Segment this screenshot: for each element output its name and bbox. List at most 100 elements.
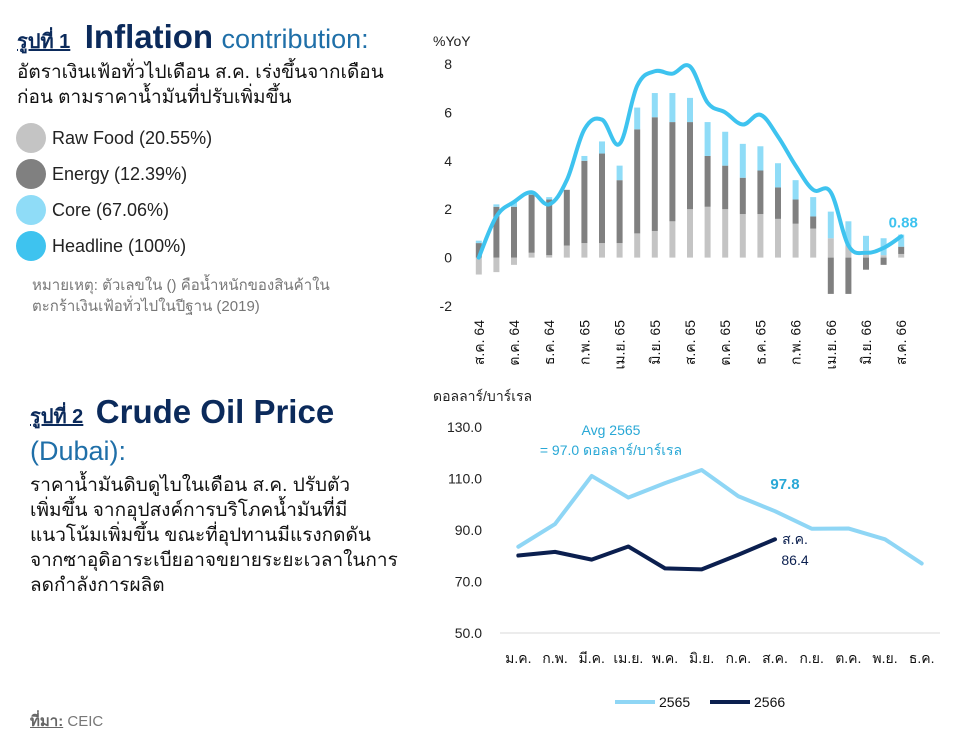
figure1-description-line: อัตราเงินเฟ้อทั่วไปเดือน ส.ค. เร่งขึ้นจา… [17, 62, 384, 83]
bar-segment [475, 243, 482, 258]
note-line: หมายเหตุ: ตัวเลขใน () คือน้ำหนักของสินค้… [32, 277, 330, 294]
y-tick-label: -2 [440, 298, 453, 314]
y-tick-label: 6 [444, 104, 452, 120]
x-tick-label: พ.ค. [652, 650, 678, 666]
legend-label: Raw Food (20.55%) [52, 127, 213, 148]
x-tick-label: พ.ย. [872, 650, 897, 666]
bar-segment [634, 233, 641, 258]
bar-segment [669, 93, 676, 123]
bar-segment [546, 197, 553, 200]
x-tick-label: ต.ค. [835, 650, 861, 666]
bar-segment [669, 122, 676, 222]
bar-segment [898, 246, 905, 254]
x-tick-label: ธ.ค. [909, 650, 935, 666]
figure1-number: รูปที่ 1 [17, 31, 71, 53]
bar-segment [581, 155, 588, 161]
bar-segment [563, 245, 570, 258]
figure1-subtitle: contribution: [221, 24, 369, 54]
bar-segment [880, 255, 887, 258]
x-tick-label: มิ.ย. 66 [858, 320, 874, 365]
series-2566-label: 86.4 [781, 552, 808, 568]
figure1-title: Inflation [84, 18, 214, 55]
bar-segment [898, 234, 905, 247]
x-tick-label: ส.ค. 66 [893, 320, 909, 365]
x-tick-label: มิ.ย. 65 [647, 320, 663, 365]
legend-item-headline: Headline (100%) [16, 228, 212, 264]
bar-segment [845, 221, 852, 246]
figure2-title: Crude Oil Price [95, 393, 335, 430]
figure1-description: อัตราเงินเฟ้อทั่วไปเดือน ส.ค. เร่งขึ้นจา… [17, 60, 437, 110]
y-tick-label: 8 [444, 56, 452, 72]
x-tick-label: ธ.ค. 64 [541, 320, 557, 365]
figure1-note: หมายเหตุ: ตัวเลขใน () คือน้ำหนักของสินค้… [32, 275, 432, 317]
bar-segment [493, 204, 500, 207]
bar-segment [581, 160, 588, 244]
figure2-description: ราคาน้ำมันดิบดูไบในเดือน ส.ค. ปรับตัว เพ… [30, 473, 425, 598]
bar-segment [528, 194, 535, 253]
bar-segment [599, 141, 605, 154]
x-tick-label: ส.ค. [762, 650, 788, 666]
bar-segment [827, 257, 834, 294]
x-tick-label: ต.ค. 65 [717, 320, 733, 366]
x-tick-label: ก.พ. 65 [576, 320, 592, 365]
y-tick-label: 2 [444, 201, 452, 217]
source: ที่มา: CEIC [30, 709, 103, 733]
bar-segment [863, 235, 869, 251]
figure1-heading: รูปที่ 1 Inflation contribution: [17, 18, 369, 57]
x-tick-label: ส.ค. 64 [471, 320, 487, 365]
y-tick-label: 130.0 [447, 419, 482, 435]
bar-segment [810, 197, 817, 217]
bar-segment [616, 180, 623, 244]
bar-segment [792, 199, 799, 224]
figure2-heading: รูปที่ 2 Crude Oil Price [30, 393, 334, 432]
y-tick-label: 50.0 [455, 625, 482, 641]
x-tick-label: ก.ค. [726, 650, 752, 666]
bar-segment [792, 180, 799, 200]
source-prefix: ที่มา: [30, 713, 64, 730]
avg-annotation: Avg 2565 [582, 422, 641, 438]
bar-segment [739, 143, 746, 178]
bar-segment [810, 228, 817, 258]
bar-segment [651, 230, 658, 258]
series-line-2566 [516, 537, 777, 572]
bar-segment [775, 163, 781, 188]
energy-swatch-icon [16, 159, 46, 189]
x-tick-label: เม.ย. 65 [612, 320, 628, 370]
bar-segment [581, 243, 588, 258]
figure2-subtitle: (Dubai): [30, 436, 127, 466]
bar-segment [651, 117, 658, 231]
x-tick-label: ต.ค. 64 [506, 320, 522, 366]
bar-segment [634, 107, 641, 130]
bar-segment [669, 221, 676, 258]
headline-swatch-icon [16, 231, 46, 261]
bar-segment [493, 206, 500, 258]
bar-segment [563, 189, 570, 246]
series-2565-label: 97.8 [770, 476, 799, 493]
avg-annotation: = 97.0 ดอลลาร์/บาร์เรล [540, 442, 682, 458]
bar-segment [827, 238, 834, 258]
figure2-unit: ดอลลาร์/บาร์เรล [433, 388, 533, 404]
bar-segment [898, 253, 905, 258]
legend-label: Headline (100%) [52, 235, 187, 256]
crude-oil-price-chart: 130.0 110.0 90.0 70.0 50.0 ม.ค. ก.พ. มี.ค. เม.ย.… [447, 419, 940, 710]
inflation-contribution-chart: 8 6 4 2 0 -2 0.88 ส.ค. 64 ต.ค. 64 ธ.ค. 64 ก.พ. 65 เ… [440, 56, 918, 370]
figure2-description-line: เพิ่มขึ้น จากอุปสงค์การบริโภคน้ำมันที่มี [30, 500, 348, 521]
x-tick-label: ก.ย. [799, 650, 823, 666]
bar-segment [704, 122, 711, 156]
x-tick-label: ส.ค. 65 [682, 320, 698, 365]
note-line: ตะกร้าเงินเฟ้อทั่วไปในปีฐาน (2019) [32, 298, 260, 315]
figure1-unit: %YoY [433, 33, 471, 49]
source-text: CEIC [67, 713, 104, 730]
x-tick-label: ธ.ค. 65 [752, 320, 768, 365]
figure2-description-line: ราคาน้ำมันดิบดูไบในเดือน ส.ค. ปรับตัว [30, 475, 351, 496]
bar-segment [511, 201, 517, 207]
bar-segment [511, 206, 517, 258]
bar-segment [687, 97, 693, 123]
bar-segment [845, 257, 852, 294]
legend-label: Energy (12.39%) [52, 163, 188, 184]
figure1-legend: Raw Food (20.55%) Energy (12.39%) Core (… [16, 120, 212, 264]
x-tick-label: ก.พ. 66 [788, 320, 804, 365]
bar-segment [528, 252, 535, 258]
y-tick-label: 110.0 [448, 471, 482, 487]
x-tick-label: มิ.ย. [689, 650, 714, 666]
